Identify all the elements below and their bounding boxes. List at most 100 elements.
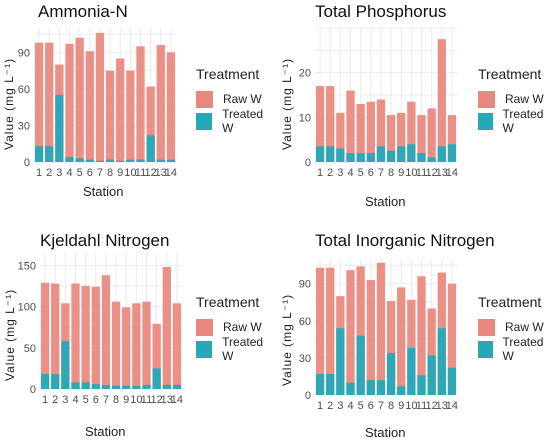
bar-raw — [146, 86, 155, 162]
x-tick-label: 3 — [337, 167, 343, 179]
x-tick-label: 6 — [368, 167, 374, 179]
bar-raw — [136, 46, 145, 162]
bar-treated — [111, 385, 121, 389]
x-tick-label: 7 — [97, 167, 103, 179]
x-tick-label: 12 — [145, 167, 157, 179]
x-tick-label: 3 — [56, 167, 62, 179]
bar-treated — [136, 159, 145, 162]
bar-raw — [126, 70, 135, 162]
legend-item-raw: Raw W — [196, 88, 275, 110]
y-axis-label: Value (mg L⁻¹) — [280, 293, 294, 386]
y-tick-label: 50 — [24, 343, 36, 355]
legend-title: Treatment — [478, 66, 542, 82]
bar-raw — [366, 101, 375, 162]
chart-title: Total Inorganic Nitrogen — [315, 231, 495, 250]
bar-treated — [81, 382, 90, 389]
legend-key-raw — [196, 318, 213, 336]
legend-key-treated — [478, 112, 493, 130]
x-tick-label: 14 — [171, 394, 183, 406]
chart-panel-phosphorus: Total Phosphorus 0 10 20 1 2 3 4 5 6 7 8 9 10 11 12 13 1… — [275, 0, 550, 221]
legend-item-treated: Treated W — [196, 335, 275, 363]
chart-panel-tin: Total Inorganic Nitrogen 0 30 60 90 1 2 3 4 5 6 7 8… — [275, 221, 550, 442]
y-tick-label: 30 — [18, 120, 30, 132]
bar-raw — [166, 52, 176, 163]
legend-label-raw: Raw W — [223, 92, 262, 106]
x-tick-label: 12 — [151, 394, 163, 406]
chart-title: Ammonia-N — [38, 2, 128, 21]
legend-key-raw — [478, 318, 495, 336]
bar-treated — [146, 135, 155, 162]
x-tick-label: 8 — [107, 167, 113, 179]
legend: Treatment Raw W Treated W — [478, 294, 550, 363]
bar-raw — [91, 286, 100, 389]
bar-raw — [105, 70, 115, 162]
x-tick-label: 9 — [123, 394, 129, 406]
bar-raw — [386, 115, 396, 162]
bar-raw — [386, 301, 396, 395]
x-tick-label: 4 — [347, 400, 353, 412]
x-tick-label: 13 — [436, 167, 448, 179]
x-tick-label: 14 — [446, 167, 458, 179]
x-tick-label: 9 — [117, 167, 123, 179]
bar-treated — [162, 384, 171, 389]
bar-raw — [417, 276, 426, 395]
bar-raw — [75, 37, 84, 162]
x-tick-label: 5 — [358, 167, 364, 179]
bar-raw — [156, 45, 165, 162]
x-tick-label: 1 — [36, 167, 42, 179]
legend: Treatment Raw W Treated W — [478, 66, 550, 135]
bar-raw — [447, 115, 457, 162]
x-tick-label: 10 — [405, 167, 417, 179]
x-tick-label: 10 — [124, 167, 136, 179]
bar-treated — [356, 153, 365, 162]
bar-treated — [447, 367, 457, 395]
legend-item-raw: Raw W — [478, 88, 550, 110]
bar-raw — [34, 42, 44, 163]
y-tick-label: 30 — [299, 353, 311, 365]
bar-treated — [417, 375, 426, 395]
x-tick-label: 2 — [327, 400, 333, 412]
x-tick-label: 1 — [42, 394, 48, 406]
bar-treated — [326, 146, 335, 162]
x-tick-label: 10 — [405, 400, 417, 412]
bar-treated — [166, 159, 176, 162]
bar-raw — [397, 287, 406, 395]
bar-treated — [346, 382, 355, 395]
x-tick-label: 14 — [446, 400, 458, 412]
legend-key-raw — [478, 90, 495, 108]
bar-raw — [65, 43, 74, 162]
bar-raw — [81, 285, 90, 389]
bar-raw — [397, 112, 406, 162]
x-tick-label: 2 — [52, 394, 58, 406]
bar-treated — [427, 157, 436, 162]
y-tick-label: 0 — [305, 390, 311, 402]
bar-treated — [346, 153, 355, 162]
x-tick-label: 11 — [135, 167, 146, 179]
y-tick-label: 10 — [299, 112, 311, 124]
x-tick-label: 8 — [388, 167, 394, 179]
bar-treated — [315, 373, 325, 395]
bar-treated — [417, 153, 426, 162]
bar-treated — [122, 385, 131, 389]
legend-item-treated: Treated W — [478, 335, 550, 363]
x-tick-label: 5 — [77, 167, 83, 179]
x-tick-label: 4 — [347, 167, 353, 179]
bar-treated — [315, 146, 325, 162]
legend-key-treated — [196, 340, 213, 358]
bar-raw — [172, 303, 182, 389]
bar-treated — [71, 382, 80, 389]
legend-item-treated: Treated W — [196, 107, 275, 135]
chart-title: Kjeldahl Nitrogen — [40, 231, 170, 250]
bar-raw — [51, 283, 60, 389]
legend-label-treated: Treated W — [222, 107, 264, 135]
bar-raw — [122, 307, 131, 389]
bar-raw — [152, 323, 161, 389]
x-tick-label: 1 — [317, 400, 323, 412]
bar-raw — [45, 42, 54, 163]
bar-treated — [356, 335, 365, 395]
x-tick-label: 11 — [416, 167, 427, 179]
bar-treated — [55, 95, 64, 162]
x-tick-label: 3 — [62, 394, 68, 406]
x-tick-label: 14 — [165, 167, 177, 179]
